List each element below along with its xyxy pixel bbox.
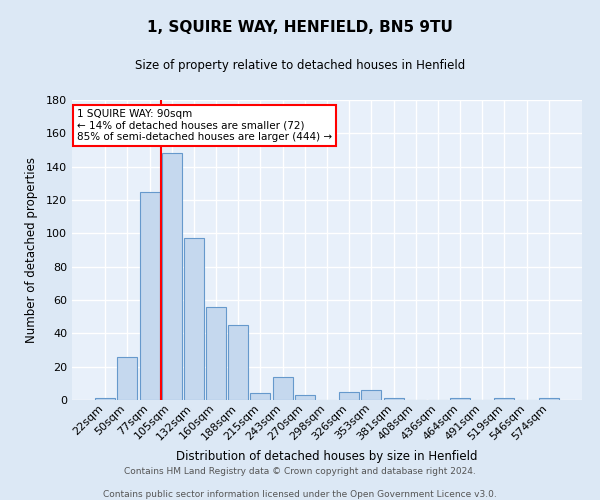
Text: Contains HM Land Registry data © Crown copyright and database right 2024.: Contains HM Land Registry data © Crown c… (124, 468, 476, 476)
Bar (494, 398, 514, 400)
Bar (539, 398, 559, 400)
Bar (295, 395, 315, 400)
Bar (228, 325, 248, 400)
Text: Contains public sector information licensed under the Open Government Licence v3: Contains public sector information licen… (103, 490, 497, 499)
Bar (206, 306, 226, 400)
Bar (162, 154, 182, 400)
Bar (339, 392, 359, 400)
Text: 1 SQUIRE WAY: 90sqm
← 14% of detached houses are smaller (72)
85% of semi-detach: 1 SQUIRE WAY: 90sqm ← 14% of detached ho… (77, 109, 332, 142)
Bar (184, 238, 204, 400)
Bar (95, 398, 115, 400)
Y-axis label: Number of detached properties: Number of detached properties (25, 157, 38, 343)
Text: 1, SQUIRE WAY, HENFIELD, BN5 9TU: 1, SQUIRE WAY, HENFIELD, BN5 9TU (147, 20, 453, 35)
Bar (250, 394, 271, 400)
Bar (272, 376, 293, 400)
Bar (118, 356, 137, 400)
Bar (450, 398, 470, 400)
Text: Size of property relative to detached houses in Henfield: Size of property relative to detached ho… (135, 58, 465, 71)
X-axis label: Distribution of detached houses by size in Henfield: Distribution of detached houses by size … (176, 450, 478, 463)
Bar (140, 192, 160, 400)
Bar (361, 390, 382, 400)
Bar (383, 398, 404, 400)
